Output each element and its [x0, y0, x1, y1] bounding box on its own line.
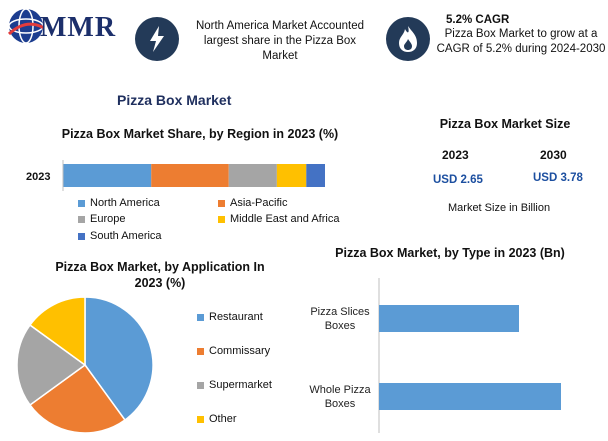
legend-swatch: [197, 313, 204, 321]
type-bar-whole-pizza-boxes: [379, 383, 561, 410]
type-category-label-pizza-slices-boxes: Pizza Slices Boxes: [310, 306, 370, 332]
region-bar-segment-europe: [228, 164, 277, 187]
legend-swatch: [78, 199, 85, 207]
legend-swatch: [197, 381, 204, 389]
legend-label: Commissary: [209, 345, 271, 357]
pie-slice-restaurant: [84, 296, 154, 422]
legend-label: Europe: [90, 213, 126, 225]
legend-swatch: [197, 347, 204, 355]
region-bar-segment-north-america: [63, 164, 152, 187]
page-title: Pizza Box Market: [117, 92, 232, 108]
market-size-year-2030: 2030: [540, 148, 567, 162]
region-legend: North America Asia-Pacific Europe Middle Ea…: [70, 197, 370, 247]
region-bar-segment-middle-east-and-africa: [276, 164, 307, 187]
pie-legend-item-commissary: Commissary: [197, 345, 270, 357]
region-legend-item-north-america: North America: [78, 197, 160, 209]
cagr-title: 5.2% CAGR: [446, 14, 510, 26]
legend-label: Other: [209, 413, 237, 425]
legend-label: Restaurant: [209, 311, 263, 323]
region-chart-title: Pizza Box Market Share, by Region in 202…: [61, 127, 339, 141]
pie-legend-item-supermarket: Supermarket: [197, 379, 272, 391]
mmr-globe-logo: [7, 8, 45, 44]
market-size-title: Pizza Box Market Size: [439, 117, 571, 131]
legend-swatch: [218, 199, 225, 207]
legend-swatch: [218, 215, 225, 223]
market-size-footnote-text: Market Size in Billion: [448, 202, 551, 214]
header-card-2-text: Pizza Box Market to grow at a CAGR of 5.…: [436, 28, 606, 55]
legend-swatch: [78, 215, 85, 223]
market-size-value-2023: USD 2.65: [433, 174, 483, 186]
region-legend-item-europe: Europe: [78, 213, 125, 225]
application-chart-title: Pizza Box Market, by Application In 2023…: [55, 260, 265, 290]
legend-label: Middle East and Africa: [230, 213, 340, 225]
logo-text: MMR: [40, 12, 117, 43]
pie-slice-commissary: [28, 363, 127, 434]
pie-legend-item-restaurant: Restaurant: [197, 311, 263, 323]
market-size-value-2030: USD 3.78: [533, 172, 583, 184]
region-bar-segment-south-america: [306, 164, 325, 187]
region-legend-item-middle-east-and-africa: Middle East and Africa: [218, 213, 339, 225]
legend-swatch: [197, 415, 204, 423]
pie-legend-item-other: Other: [197, 413, 237, 425]
legend-swatch: [78, 232, 85, 240]
flame-icon: [386, 17, 430, 61]
pie-slice-supermarket: [16, 323, 87, 407]
region-bar-segment-asia-pacific: [151, 164, 229, 187]
market-size-footnote: Market Size in Billion: [448, 202, 550, 214]
market-size-year-2023: 2023: [442, 148, 469, 162]
legend-label: North America: [90, 197, 160, 209]
pie-slice-other: [28, 296, 86, 367]
region-chart-category-label: 2023: [26, 171, 51, 183]
type-category-label-whole-pizza-boxes: Whole Pizza Boxes: [309, 384, 371, 410]
type-bar-pizza-slices-boxes: [379, 305, 519, 332]
type-chart-title: Pizza Box Market, by Type in 2023 (Bn): [335, 246, 565, 260]
legend-label: South America: [90, 230, 162, 242]
application-legend: Restaurant Commissary Supermarket Other: [195, 305, 305, 435]
region-legend-item-south-america: South America: [78, 230, 162, 242]
lightning-icon: [135, 17, 179, 61]
legend-label: Asia-Pacific: [230, 197, 288, 209]
legend-label: Supermarket: [209, 379, 272, 391]
region-legend-item-asia-pacific: Asia-Pacific: [218, 197, 287, 209]
header-card-1-text: North America Market Accounted largest s…: [195, 20, 365, 62]
brand-logo: MMR: [6, 6, 118, 48]
